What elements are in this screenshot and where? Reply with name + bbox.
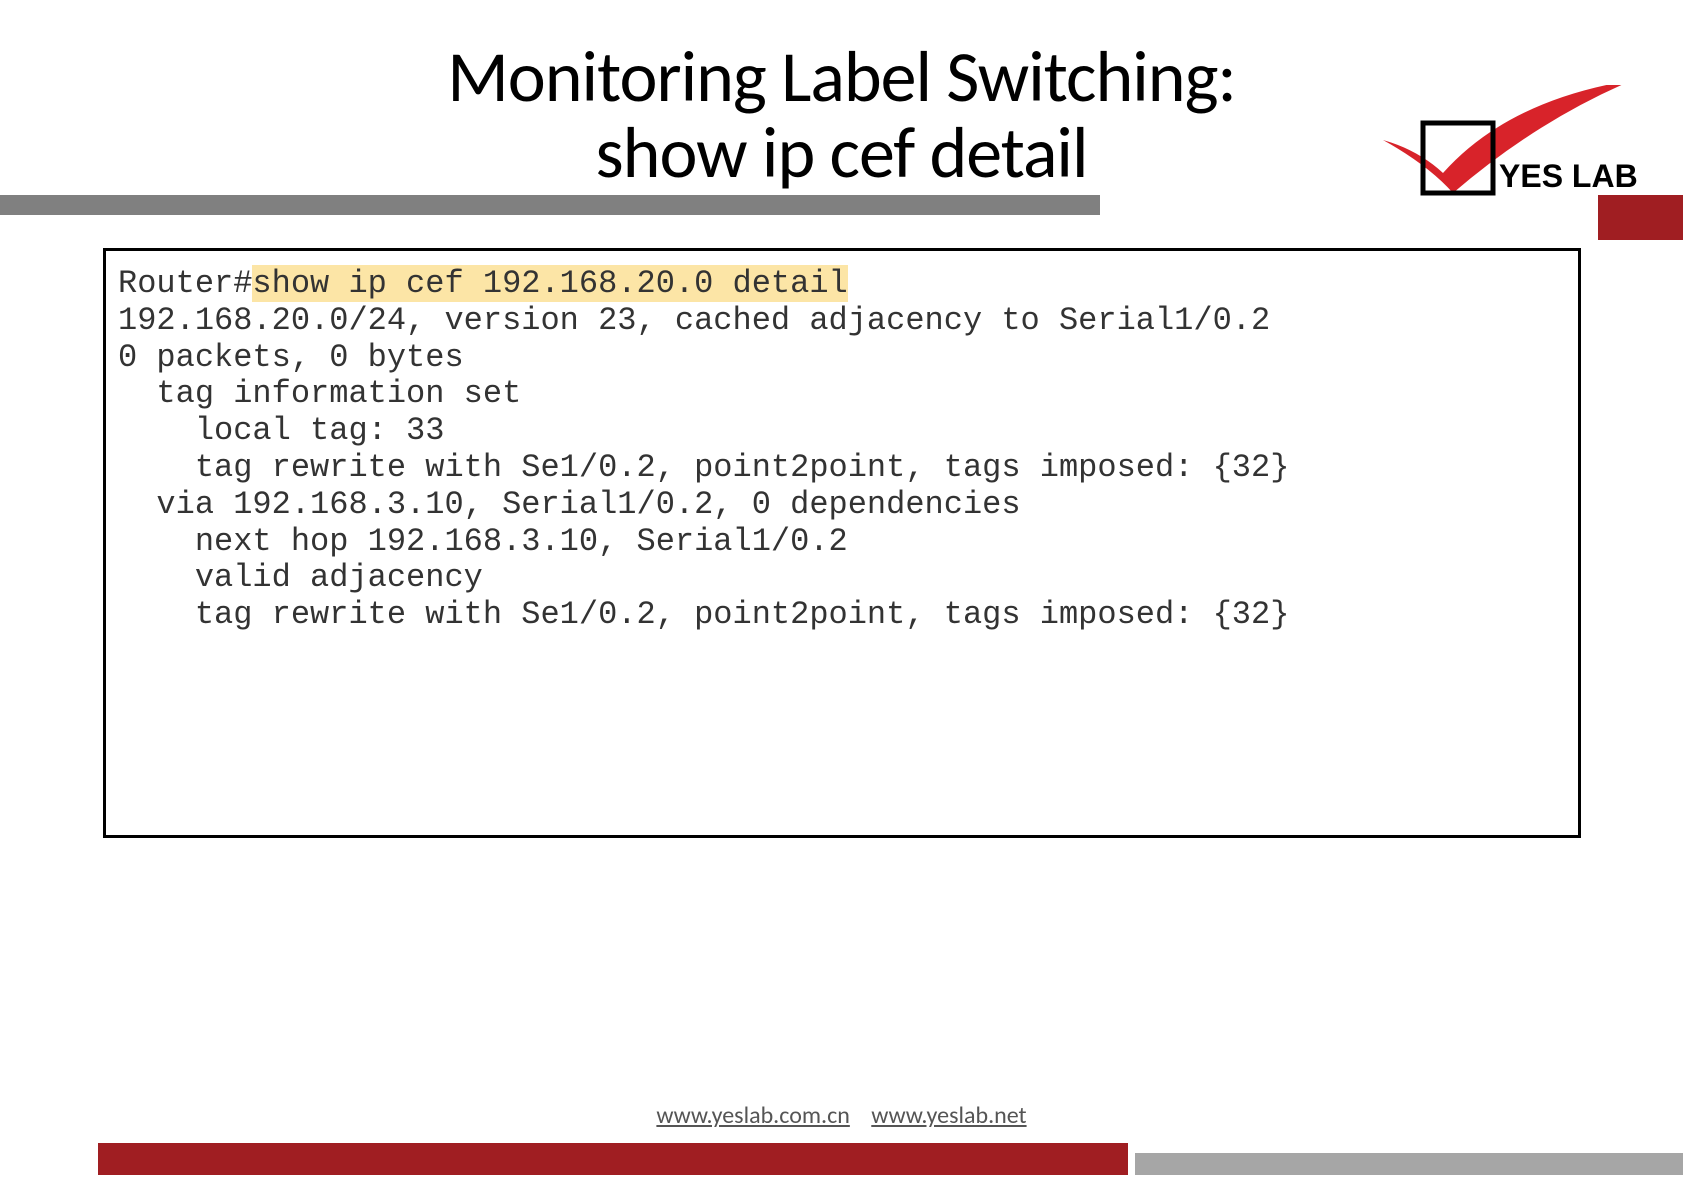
logo-text: YES LAB xyxy=(1499,158,1638,194)
footer-link-1[interactable]: www.yeslab.com.cn xyxy=(656,1101,849,1130)
term-line4: tag information set xyxy=(118,375,521,412)
term-line7: via 192.168.3.10, Serial1/0.2, 0 depende… xyxy=(118,486,1021,523)
footer-gray-bar xyxy=(1135,1153,1683,1175)
header-red-bar xyxy=(1598,195,1683,240)
term-line3: 0 packets, 0 bytes xyxy=(118,339,464,376)
terminal-output: Router#show ip cef 192.168.20.0 detail 1… xyxy=(103,248,1581,838)
term-line10: tag rewrite with Se1/0.2, point2point, t… xyxy=(118,596,1289,633)
term-line2: 192.168.20.0/24, version 23, cached adja… xyxy=(118,302,1270,339)
term-line9: valid adjacency xyxy=(118,559,483,596)
term-line8: next hop 192.168.3.10, Serial1/0.2 xyxy=(118,523,848,560)
footer-link-2[interactable]: www.yeslab.net xyxy=(871,1101,1026,1130)
term-line5: local tag: 33 xyxy=(118,412,444,449)
header-gray-bar xyxy=(0,195,1100,215)
footer-red-bar xyxy=(98,1143,1128,1175)
term-line6: tag rewrite with Se1/0.2, point2point, t… xyxy=(118,449,1289,486)
prompt-text: Router# xyxy=(118,265,252,302)
highlighted-command: show ip cef 192.168.20.0 detail xyxy=(252,265,847,302)
footer-links: www.yeslab.com.cn www.yeslab.net xyxy=(0,1101,1683,1130)
